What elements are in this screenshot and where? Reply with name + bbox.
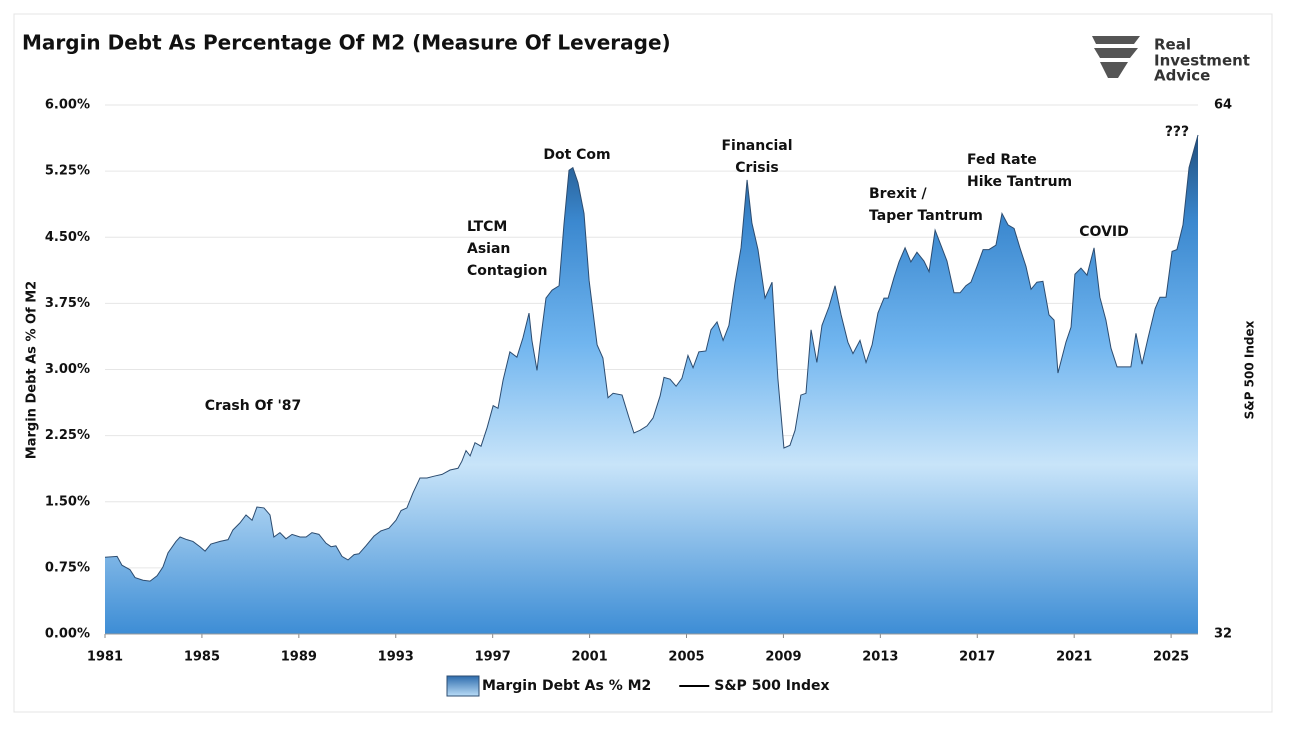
x-tick-label: 2025: [1153, 650, 1189, 665]
annotation: LTCM: [467, 219, 507, 235]
brand-text: Advice: [1154, 67, 1210, 85]
x-tick-label: 2009: [765, 650, 801, 665]
x-tick-label: 2005: [668, 650, 704, 665]
y-tick-label: 5.25%: [45, 164, 90, 179]
annotation: Dot Com: [543, 147, 610, 163]
brand-text: Real: [1154, 36, 1191, 54]
y-tick-label: 1.50%: [45, 494, 90, 509]
x-tick-label: 1985: [184, 650, 220, 665]
frame: [13, 13, 1273, 713]
y-tick-label: 6.00%: [45, 98, 90, 113]
y-tick-label: 0.75%: [45, 560, 90, 575]
annotation: COVID: [1079, 224, 1128, 240]
x-tick-label: 2017: [959, 650, 995, 665]
annotation: Crisis: [735, 160, 778, 176]
legend-label: Margin Debt As % M2: [482, 678, 651, 694]
annotation: Brexit /: [869, 186, 927, 202]
chart-title: Margin Debt As Percentage Of M2 (Measure…: [22, 31, 671, 55]
y-axis-title: Margin Debt As % Of M2: [25, 281, 40, 459]
legend-swatch: [446, 675, 480, 697]
x-tick-label: 2013: [862, 650, 898, 665]
x-tick-label: 1989: [281, 650, 317, 665]
y2-tick-label: 32: [1214, 627, 1232, 642]
brand-text: Investment: [1154, 52, 1250, 70]
x-tick-label: 1993: [378, 650, 414, 665]
legend-label: S&P 500 Index: [714, 678, 829, 694]
x-tick-label: 2021: [1056, 650, 1092, 665]
area-outline: [104, 134, 1199, 582]
annotation: Asian: [467, 241, 510, 257]
annotation: Taper Tantrum: [869, 208, 983, 224]
x-tick-label: 1981: [87, 650, 123, 665]
annotation: Fed Rate: [967, 152, 1037, 168]
y2-tick-label: 64: [1214, 98, 1232, 113]
x-tick-label: 2001: [571, 650, 607, 665]
y2-axis-title: S&P 500 Index: [1243, 320, 1257, 419]
annotation: Crash Of '87: [205, 398, 301, 414]
annotation: Contagion: [467, 263, 547, 279]
logo: Real Investment Advice: [1092, 36, 1250, 85]
annotation: Hike Tantrum: [967, 174, 1072, 190]
y-tick-label: 2.25%: [45, 428, 90, 443]
annotation: ???: [1165, 124, 1189, 140]
y-tick-label: 3.00%: [45, 362, 90, 377]
annotation: Financial: [721, 138, 792, 154]
y-tick-label: 0.00%: [45, 627, 90, 642]
y-tick-label: 3.75%: [45, 296, 90, 311]
x-tick-label: 1997: [475, 650, 511, 665]
y-tick-label: 4.50%: [45, 230, 90, 245]
logo-icon: [1092, 36, 1140, 78]
area: [105, 134, 1198, 635]
